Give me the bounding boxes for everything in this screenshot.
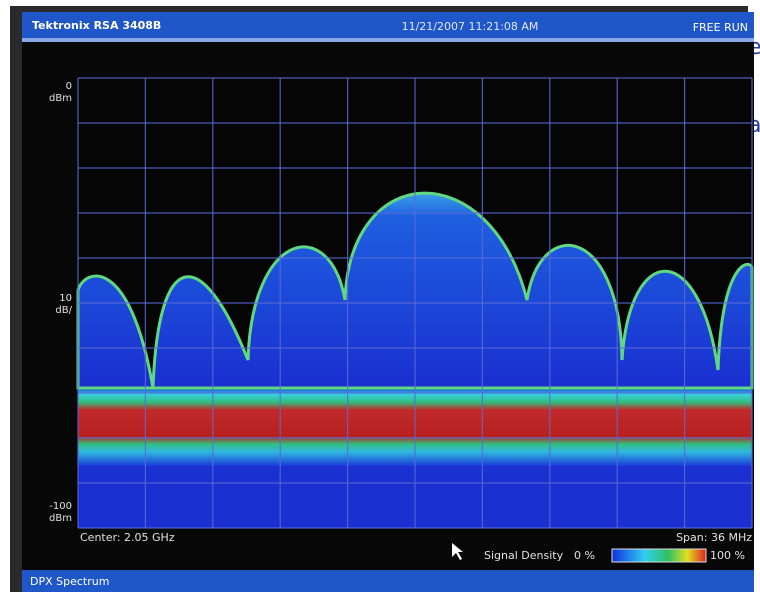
density-min: 0 % (574, 549, 595, 562)
scale-value: 10 (59, 293, 72, 304)
instrument-name: Tektronix RSA 3408B (32, 19, 161, 32)
ref-unit: dBm (49, 93, 72, 104)
density-label: Signal Density (484, 549, 564, 562)
density-max: 100 % (710, 549, 745, 562)
footer-bar (22, 570, 754, 592)
timestamp: 11/21/2007 11:21:08 AM (402, 20, 539, 33)
ref-level: 0 (66, 81, 72, 92)
bottom-unit: dBm (49, 513, 72, 524)
run-mode: FREE RUN (693, 21, 748, 34)
footer-title: DPX Spectrum (30, 575, 109, 588)
span: Span: 36 MHz (676, 531, 752, 544)
center-frequency: Center: 2.05 GHz (80, 531, 175, 544)
plot-area (78, 78, 752, 528)
title-underline (22, 38, 754, 42)
density-colorbar (612, 549, 706, 562)
scale-unit: dB/ (55, 305, 72, 316)
bottom-level: -100 (49, 501, 72, 512)
screenshot: e a Tektronix RSA 3408B 11/21/2007 11:21… (0, 0, 760, 592)
